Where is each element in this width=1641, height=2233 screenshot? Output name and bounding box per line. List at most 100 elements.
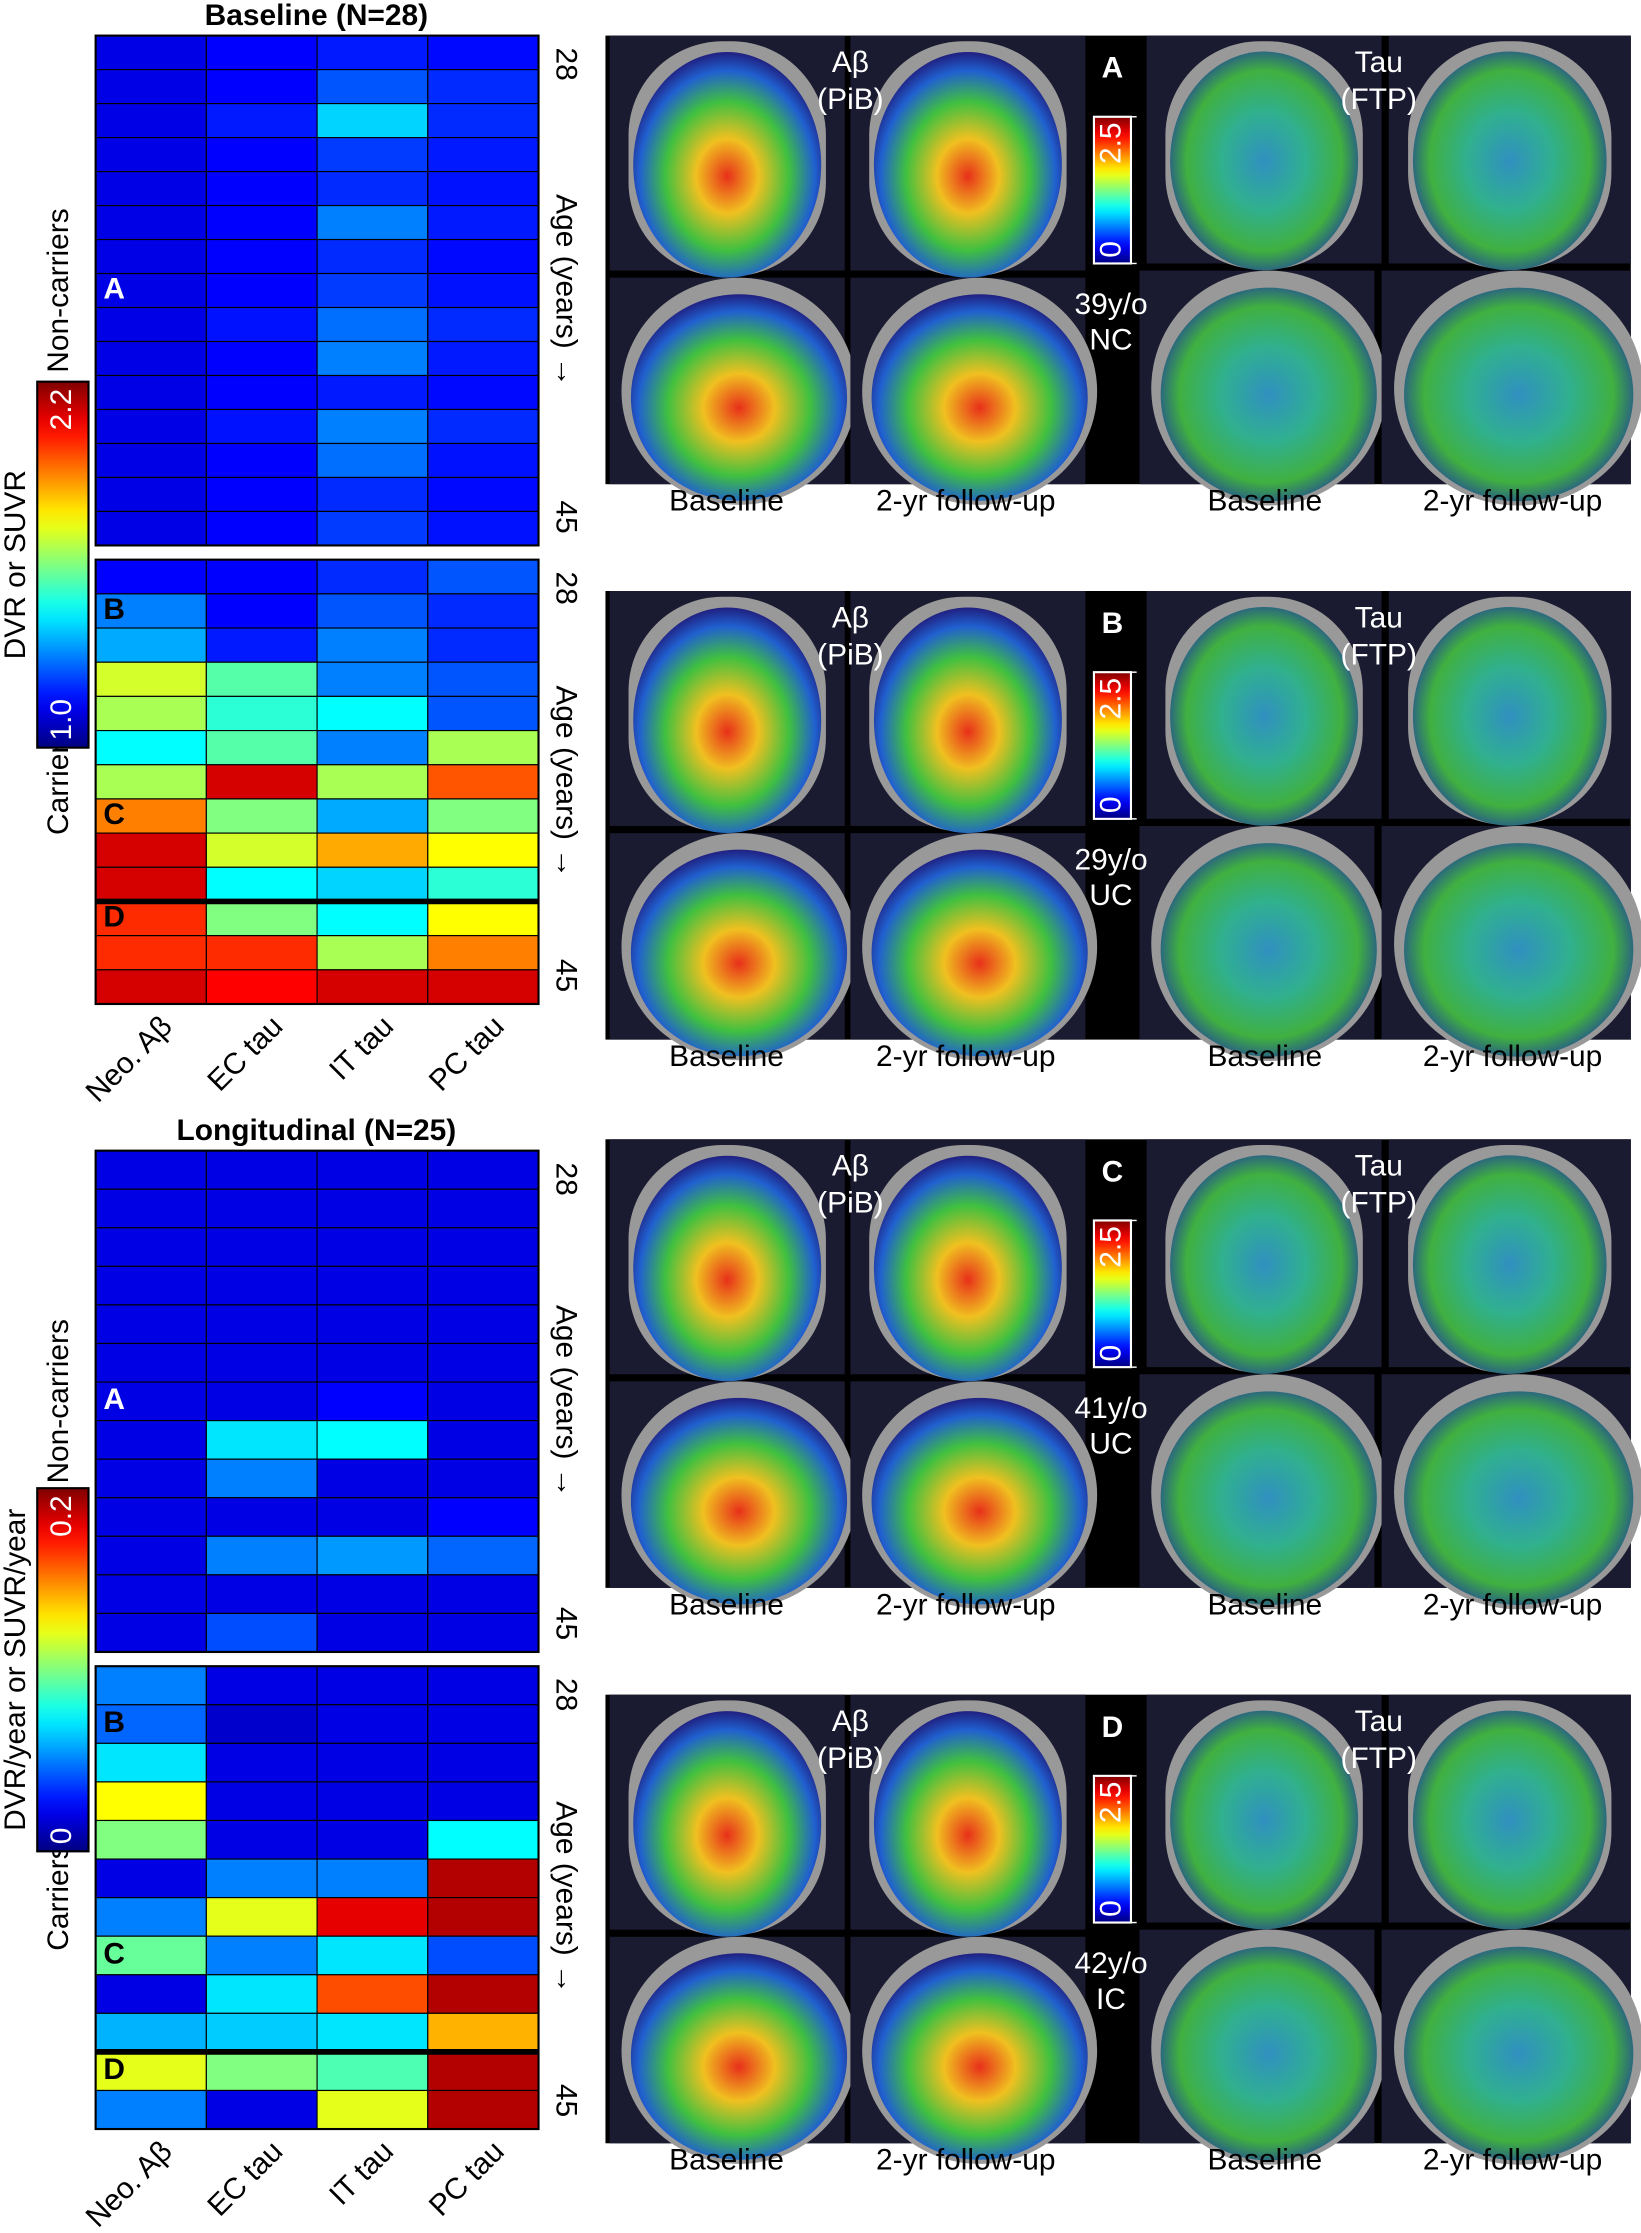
heatmap-cell (205, 1897, 318, 1937)
heatmap-cell (427, 476, 540, 513)
heatmap-cell (427, 695, 540, 732)
heatmap-cell (427, 1227, 540, 1267)
brain-uptake (630, 1397, 848, 1605)
heatmap-cell (316, 1897, 429, 1937)
heatmap-cell (316, 695, 429, 732)
age-tick-label: 28 (549, 1678, 582, 1711)
image-caption: Baseline (1207, 1040, 1322, 1073)
image-caption: 2-yr follow-up (876, 2144, 1055, 2177)
heatmap-cell (427, 1342, 540, 1383)
heatmap-cell (316, 1458, 429, 1499)
heatmap-cell (316, 729, 429, 766)
heatmap-cell (205, 935, 318, 971)
heatmap-cell (316, 1574, 429, 1614)
chart-title: Baseline (N=28) (205, 0, 428, 32)
pet-colorbar-tick-label: 2.5 (1094, 122, 1127, 164)
heatmap-cell (316, 136, 429, 173)
heatmap-cell (205, 374, 318, 411)
image-caption: 2-yr follow-up (876, 485, 1055, 518)
heatmap-cell (95, 35, 207, 71)
heatmap-cell (427, 35, 540, 71)
heatmap-cell (95, 1858, 207, 1899)
heatmap-cell (95, 204, 207, 241)
heatmap-cell (95, 627, 207, 663)
heatmap-cell (316, 559, 429, 595)
subject-label: 29y/o (1074, 843, 1147, 876)
heatmap-cell (427, 408, 540, 445)
heatmap-cell (95, 306, 207, 343)
heatmap-cell (95, 1458, 207, 1499)
heatmap-cell (427, 1574, 540, 1614)
heatmap-cell (316, 1742, 429, 1783)
heatmap-cell (95, 1150, 207, 1190)
heatmap-cell (205, 340, 318, 377)
age-label: Age (years) → (549, 1305, 582, 1498)
heatmap-cell (427, 2012, 540, 2053)
heatmap-cell (316, 1665, 429, 1706)
heatmap-cell (427, 1858, 540, 1899)
heatmap-cell (427, 1974, 540, 2014)
heatmap-cell (205, 1935, 318, 1976)
heatmap-cell (205, 1535, 318, 1576)
heatmap-cell (205, 559, 318, 595)
brain-uptake (630, 849, 848, 1057)
heatmap-cell (316, 1497, 429, 1537)
heatmap-cell (205, 627, 318, 663)
heatmap-cell (316, 1819, 429, 1860)
heatmap-cell (205, 832, 318, 868)
image-caption: Baseline (669, 485, 784, 518)
heatmap-cell (316, 1704, 429, 1744)
pet-colorbar (1092, 671, 1133, 820)
heatmap-cell (95, 136, 207, 173)
heatmap-cell (316, 340, 429, 377)
heatmap-cell (316, 1974, 429, 2014)
tracer-label: Aβ (832, 1705, 869, 1738)
colorbar-tick-label: 1.0 (45, 699, 78, 741)
row-label: B (103, 1706, 125, 1739)
heatmap-cell (95, 69, 207, 105)
colorbar-tick-label: 2.2 (45, 389, 78, 431)
brain-uptake (1412, 51, 1607, 271)
heatmap-frame (94, 1665, 540, 2131)
brain-uptake (871, 1953, 1088, 2160)
heatmap-cell (205, 593, 318, 629)
brain-uptake (871, 849, 1088, 1057)
colorbar-label: DVR or SUVR (0, 470, 32, 659)
heatmap-frame (94, 34, 540, 547)
image-caption: 2-yr follow-up (876, 1040, 1055, 1073)
heatmap-cell (95, 969, 207, 1005)
heatmap-cell (205, 306, 318, 343)
brain-uptake (630, 294, 848, 501)
heatmap-cell (205, 1704, 318, 1744)
tracer-label: Aβ (832, 46, 869, 79)
heatmap-cell (95, 1227, 207, 1267)
age-label: Age (years) → (549, 685, 582, 878)
pet-colorbar (1092, 1219, 1133, 1369)
heatmap-cell (316, 238, 429, 275)
heatmap-cell (95, 1342, 207, 1383)
heatmap-cell (95, 2012, 207, 2053)
heatmap-cell (427, 340, 540, 377)
image-caption: 2-yr follow-up (1423, 485, 1602, 518)
heatmap-cell (205, 729, 318, 766)
heatmap-cell (427, 866, 540, 903)
heatmap-cell (427, 1935, 540, 1976)
heatmap-cell (316, 103, 429, 139)
age-tick-label: 45 (549, 500, 582, 533)
heatmap-cell (316, 1188, 429, 1229)
heatmap-cell (427, 238, 540, 275)
heatmap-cell (316, 374, 429, 411)
heatmap-cell (316, 476, 429, 513)
brain-uptake (1170, 606, 1359, 826)
heatmap-cell (316, 510, 429, 547)
tracer-label: (FTP) (1341, 1742, 1417, 1775)
heatmap-cell (95, 593, 207, 629)
brain-uptake (1412, 1710, 1607, 1930)
heatmap-cell (205, 510, 318, 547)
heatmap-cell (205, 1227, 318, 1267)
heatmap-cell (316, 1781, 429, 1822)
heatmap-cell (205, 866, 318, 903)
group-label: Non-carriers (42, 208, 75, 372)
heatmap-cell (205, 103, 318, 139)
heatmap-cell (205, 204, 318, 241)
